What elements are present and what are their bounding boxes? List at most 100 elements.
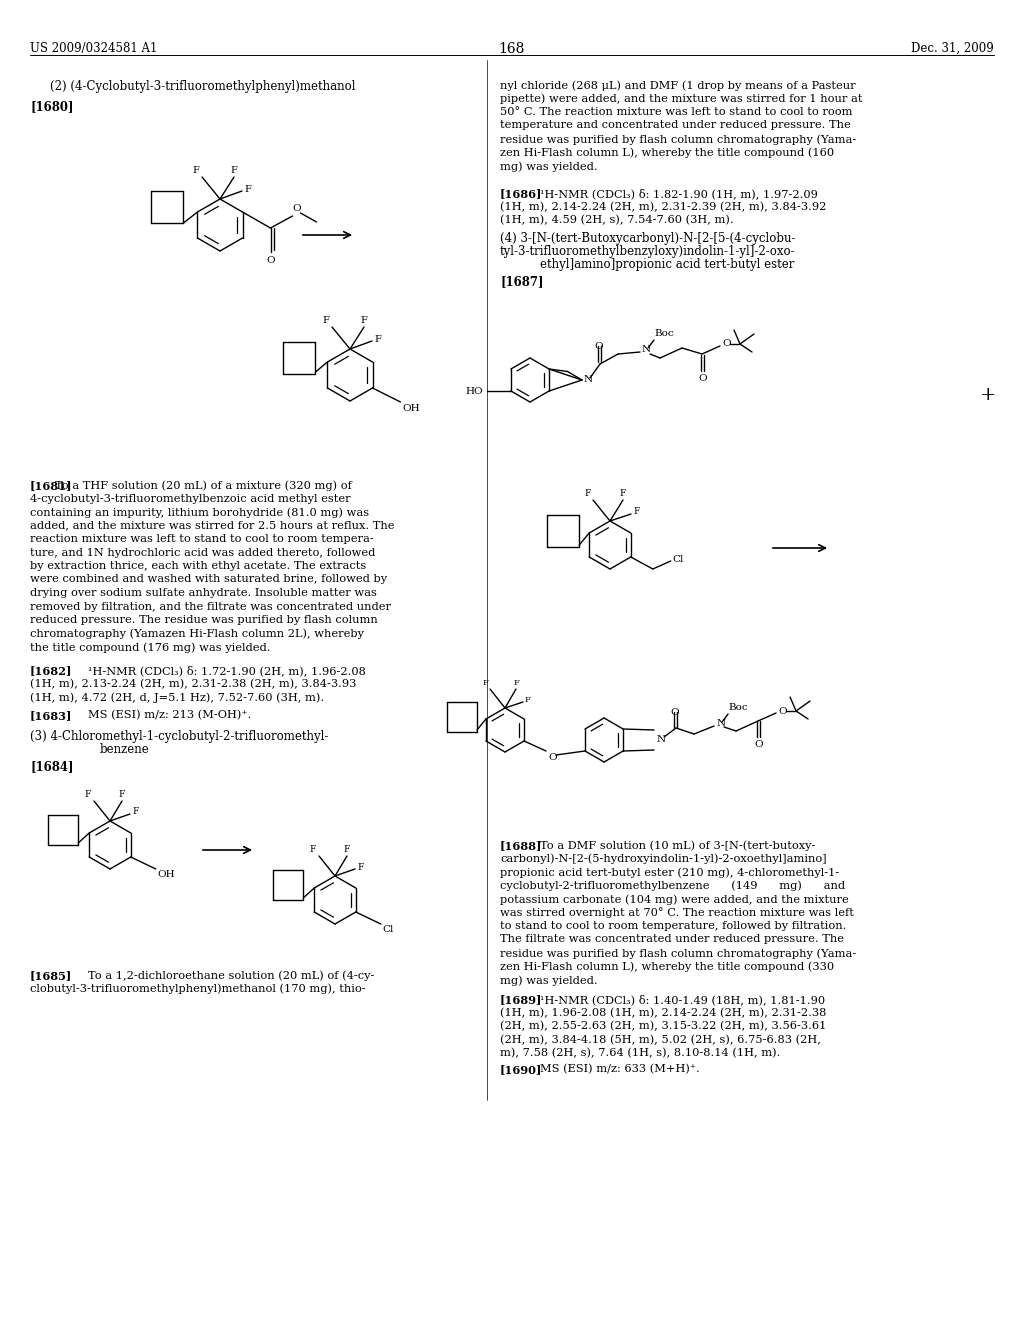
- Text: F: F: [310, 845, 316, 854]
- Text: pipette) were added, and the mixture was stirred for 1 hour at: pipette) were added, and the mixture was…: [500, 94, 862, 104]
- Text: (2) (4-Cyclobutyl-3-trifluoromethylphenyl)methanol: (2) (4-Cyclobutyl-3-trifluoromethylpheny…: [50, 81, 355, 92]
- Text: F: F: [513, 678, 519, 686]
- Text: F: F: [357, 862, 364, 871]
- Text: O: O: [266, 256, 274, 265]
- Text: The filtrate was concentrated under reduced pressure. The: The filtrate was concentrated under redu…: [500, 935, 844, 945]
- Text: (1H, m), 1.96-2.08 (1H, m), 2.14-2.24 (2H, m), 2.31-2.38: (1H, m), 1.96-2.08 (1H, m), 2.14-2.24 (2…: [500, 1007, 826, 1018]
- Text: m), 7.58 (2H, s), 7.64 (1H, s), 8.10-8.14 (1H, m).: m), 7.58 (2H, s), 7.64 (1H, s), 8.10-8.1…: [500, 1048, 780, 1059]
- Text: to stand to cool to room temperature, followed by filtration.: to stand to cool to room temperature, fo…: [500, 921, 847, 931]
- Text: carbonyl)-N-[2-(5-hydroxyindolin-1-yl)-2-oxoethyl]amino]: carbonyl)-N-[2-(5-hydroxyindolin-1-yl)-2…: [500, 854, 826, 865]
- Text: F: F: [244, 185, 251, 194]
- Text: Cl: Cl: [383, 925, 394, 935]
- Text: reaction mixture was left to stand to cool to room tempera-: reaction mixture was left to stand to co…: [30, 535, 374, 544]
- Text: Boc: Boc: [728, 704, 748, 711]
- Text: F: F: [132, 808, 138, 817]
- Text: the title compound (176 mg) was yielded.: the title compound (176 mg) was yielded.: [30, 642, 270, 652]
- Text: [1680]: [1680]: [30, 100, 74, 114]
- Text: cyclobutyl-2-trifluoromethylbenzene      (149      mg)      and: cyclobutyl-2-trifluoromethylbenzene (149…: [500, 880, 845, 891]
- Text: nyl chloride (268 μL) and DMF (1 drop by means of a Pasteur: nyl chloride (268 μL) and DMF (1 drop by…: [500, 81, 856, 91]
- Text: F: F: [230, 166, 238, 176]
- Text: temperature and concentrated under reduced pressure. The: temperature and concentrated under reduc…: [500, 120, 851, 131]
- Text: US 2009/0324581 A1: US 2009/0324581 A1: [30, 42, 158, 55]
- Text: benzene: benzene: [100, 743, 150, 756]
- Text: chromatography (Yamazen Hi-Flash column 2L), whereby: chromatography (Yamazen Hi-Flash column …: [30, 628, 364, 639]
- Text: O: O: [698, 374, 708, 383]
- Text: O: O: [293, 205, 301, 213]
- Text: [1683]: [1683]: [30, 710, 73, 721]
- Text: by extraction thrice, each with ethyl acetate. The extracts: by extraction thrice, each with ethyl ac…: [30, 561, 367, 572]
- Text: Dec. 31, 2009: Dec. 31, 2009: [911, 42, 994, 55]
- Text: (2H, m), 3.84-4.18 (5H, m), 5.02 (2H, s), 6.75-6.83 (2H,: (2H, m), 3.84-4.18 (5H, m), 5.02 (2H, s)…: [500, 1035, 821, 1045]
- Text: [1681]: [1681]: [30, 480, 73, 491]
- Text: 168: 168: [499, 42, 525, 55]
- Text: ethyl]amino]propionic acid tert-butyl ester: ethyl]amino]propionic acid tert-butyl es…: [540, 257, 795, 271]
- Text: O: O: [755, 741, 763, 748]
- Text: drying over sodium sulfate anhydrate. Insoluble matter was: drying over sodium sulfate anhydrate. In…: [30, 587, 377, 598]
- Text: [1687]: [1687]: [500, 275, 544, 288]
- Text: +: +: [980, 385, 996, 404]
- Text: N: N: [584, 375, 593, 384]
- Text: tyl-3-trifluoromethylbenzyloxy)indolin-1-yl]-2-oxo-: tyl-3-trifluoromethylbenzyloxy)indolin-1…: [500, 246, 796, 257]
- Text: To a 1,2-dichloroethane solution (20 mL) of (4-cy-: To a 1,2-dichloroethane solution (20 mL)…: [88, 970, 375, 981]
- Text: (1H, m), 4.72 (2H, d, J=5.1 Hz), 7.52-7.60 (3H, m).: (1H, m), 4.72 (2H, d, J=5.1 Hz), 7.52-7.…: [30, 692, 325, 702]
- Text: Cl: Cl: [673, 556, 684, 565]
- Text: N: N: [656, 735, 666, 744]
- Text: (2H, m), 2.55-2.63 (2H, m), 3.15-3.22 (2H, m), 3.56-3.61: (2H, m), 2.55-2.63 (2H, m), 3.15-3.22 (2…: [500, 1020, 826, 1031]
- Text: [1690]: [1690]: [500, 1064, 543, 1074]
- Text: removed by filtration, and the filtrate was concentrated under: removed by filtration, and the filtrate …: [30, 602, 391, 611]
- Text: residue was purified by flash column chromatography (Yama-: residue was purified by flash column chr…: [500, 948, 856, 958]
- Text: containing an impurity, lithium borohydride (81.0 mg) was: containing an impurity, lithium borohydr…: [30, 507, 369, 517]
- Text: [1685]: [1685]: [30, 970, 73, 981]
- Text: F: F: [525, 696, 530, 704]
- Text: 50° C. The reaction mixture was left to stand to cool to room: 50° C. The reaction mixture was left to …: [500, 107, 853, 117]
- Text: (3) 4-Chloromethyl-1-cyclobutyl-2-trifluoromethyl-: (3) 4-Chloromethyl-1-cyclobutyl-2-triflu…: [30, 730, 329, 743]
- Text: F: F: [323, 315, 330, 325]
- Text: added, and the mixture was stirred for 2.5 hours at reflux. The: added, and the mixture was stirred for 2…: [30, 520, 394, 531]
- Text: potassium carbonate (104 mg) were added, and the mixture: potassium carbonate (104 mg) were added,…: [500, 894, 849, 904]
- Text: O: O: [722, 339, 731, 348]
- Text: residue was purified by flash column chromatography (Yama-: residue was purified by flash column chr…: [500, 135, 856, 145]
- Text: F: F: [360, 315, 368, 325]
- Text: ¹H-NMR (CDCl₃) δ: 1.82-1.90 (1H, m), 1.97-2.09: ¹H-NMR (CDCl₃) δ: 1.82-1.90 (1H, m), 1.9…: [540, 187, 818, 199]
- Text: clobutyl-3-trifluoromethylphenyl)methanol (170 mg), thio-: clobutyl-3-trifluoromethylphenyl)methano…: [30, 983, 366, 994]
- Text: F: F: [119, 789, 125, 799]
- Text: MS (ESI) m/z: 213 (M-OH)⁺.: MS (ESI) m/z: 213 (M-OH)⁺.: [88, 710, 251, 721]
- Text: O: O: [548, 752, 557, 762]
- Text: ¹H-NMR (CDCl₃) δ: 1.40-1.49 (18H, m), 1.81-1.90: ¹H-NMR (CDCl₃) δ: 1.40-1.49 (18H, m), 1.…: [540, 994, 825, 1005]
- Text: F: F: [374, 334, 381, 343]
- Text: ture, and 1N hydrochloric acid was added thereto, followed: ture, and 1N hydrochloric acid was added…: [30, 548, 376, 557]
- Text: O: O: [595, 342, 603, 351]
- Text: [1689]: [1689]: [500, 994, 543, 1005]
- Text: MS (ESI) m/z: 633 (M+H)⁺.: MS (ESI) m/z: 633 (M+H)⁺.: [540, 1064, 699, 1074]
- Text: To a THF solution (20 mL) of a mixture (320 mg) of: To a THF solution (20 mL) of a mixture (…: [55, 480, 352, 491]
- Text: (1H, m), 4.59 (2H, s), 7.54-7.60 (3H, m).: (1H, m), 4.59 (2H, s), 7.54-7.60 (3H, m)…: [500, 215, 733, 226]
- Text: HO: HO: [465, 387, 483, 396]
- Text: O: O: [778, 706, 786, 715]
- Text: OH: OH: [158, 870, 175, 879]
- Text: [1686]: [1686]: [500, 187, 543, 199]
- Text: zen Hi-Flash column L), whereby the title compound (330: zen Hi-Flash column L), whereby the titl…: [500, 961, 835, 972]
- Text: F: F: [193, 166, 200, 176]
- Text: 4-cyclobutyl-3-trifluoromethylbenzoic acid methyl ester: 4-cyclobutyl-3-trifluoromethylbenzoic ac…: [30, 494, 350, 503]
- Text: propionic acid tert-butyl ester (210 mg), 4-chloromethyl-1-: propionic acid tert-butyl ester (210 mg)…: [500, 867, 840, 878]
- Text: F: F: [85, 789, 91, 799]
- Text: F: F: [633, 507, 639, 516]
- Text: Boc: Boc: [654, 329, 674, 338]
- Text: were combined and washed with saturated brine, followed by: were combined and washed with saturated …: [30, 574, 387, 585]
- Text: ¹H-NMR (CDCl₃) δ: 1.72-1.90 (2H, m), 1.96-2.08: ¹H-NMR (CDCl₃) δ: 1.72-1.90 (2H, m), 1.9…: [88, 665, 366, 676]
- Text: F: F: [482, 678, 488, 686]
- Text: zen Hi-Flash column L), whereby the title compound (160: zen Hi-Flash column L), whereby the titl…: [500, 148, 835, 158]
- Text: was stirred overnight at 70° C. The reaction mixture was left: was stirred overnight at 70° C. The reac…: [500, 908, 854, 919]
- Text: N: N: [716, 719, 725, 729]
- Text: (1H, m), 2.14-2.24 (2H, m), 2.31-2.39 (2H, m), 3.84-3.92: (1H, m), 2.14-2.24 (2H, m), 2.31-2.39 (2…: [500, 202, 826, 211]
- Text: (1H, m), 2.13-2.24 (2H, m), 2.31-2.38 (2H, m), 3.84-3.93: (1H, m), 2.13-2.24 (2H, m), 2.31-2.38 (2…: [30, 678, 356, 689]
- Text: OH: OH: [402, 404, 420, 413]
- Text: [1684]: [1684]: [30, 760, 74, 774]
- Text: F: F: [344, 845, 350, 854]
- Text: F: F: [585, 488, 591, 498]
- Text: F: F: [620, 488, 627, 498]
- Text: O: O: [671, 708, 679, 717]
- Text: [1688]: [1688]: [500, 840, 543, 851]
- Text: N: N: [642, 346, 651, 355]
- Text: To a DMF solution (10 mL) of 3-[N-(tert-butoxy-: To a DMF solution (10 mL) of 3-[N-(tert-…: [540, 840, 815, 850]
